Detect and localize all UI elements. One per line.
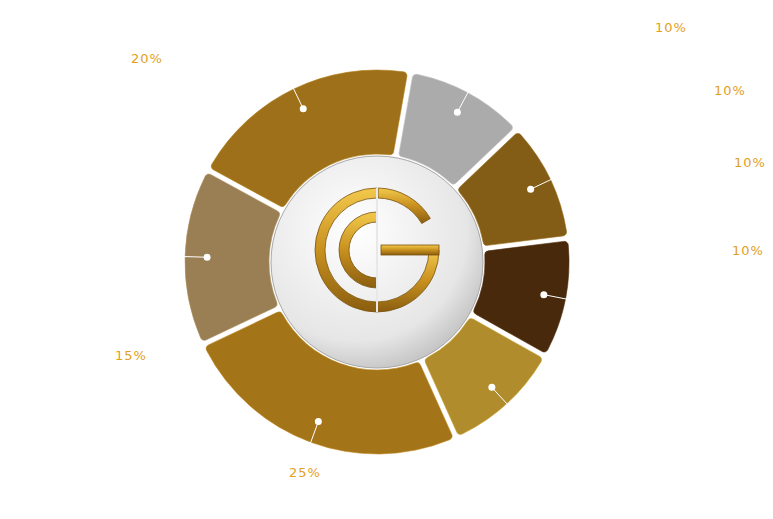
- logo-stroke: [378, 188, 430, 224]
- center-disc: [271, 156, 483, 368]
- leader-dot: [454, 109, 461, 116]
- donut: [171, 70, 579, 455]
- data-label: 10%: [714, 83, 746, 98]
- leader-dot: [204, 254, 211, 261]
- leader-dot: [540, 291, 547, 298]
- leader-line: [171, 256, 207, 257]
- logo-stroke: [377, 250, 439, 312]
- data-label: 20%: [131, 51, 163, 66]
- leader-dot: [527, 186, 534, 193]
- logo-stroke: [339, 212, 377, 288]
- logo-divider: [376, 188, 378, 312]
- leader-line: [544, 295, 579, 302]
- leader-dot: [315, 418, 322, 425]
- data-label: 10%: [732, 243, 764, 258]
- logo: [315, 188, 439, 312]
- data-label: 10%: [734, 155, 766, 170]
- leader-line: [492, 387, 516, 414]
- leader-line: [457, 80, 474, 112]
- leader-dot: [488, 384, 495, 391]
- leader-dot: [300, 105, 307, 112]
- logo-bar: [381, 245, 439, 255]
- leader-line: [306, 422, 318, 456]
- data-label: 15%: [115, 348, 147, 363]
- leader-line: [288, 76, 304, 108]
- data-label: 10%: [655, 20, 687, 35]
- chart-container: 10% 10% 10% 10% 25% 15% 20%: [0, 0, 773, 519]
- chart-svg: 10% 10% 10% 10% 25% 15% 20%: [0, 0, 773, 519]
- logo-stroke: [315, 188, 377, 312]
- leader-line: [531, 174, 564, 189]
- data-label: 25%: [289, 465, 321, 480]
